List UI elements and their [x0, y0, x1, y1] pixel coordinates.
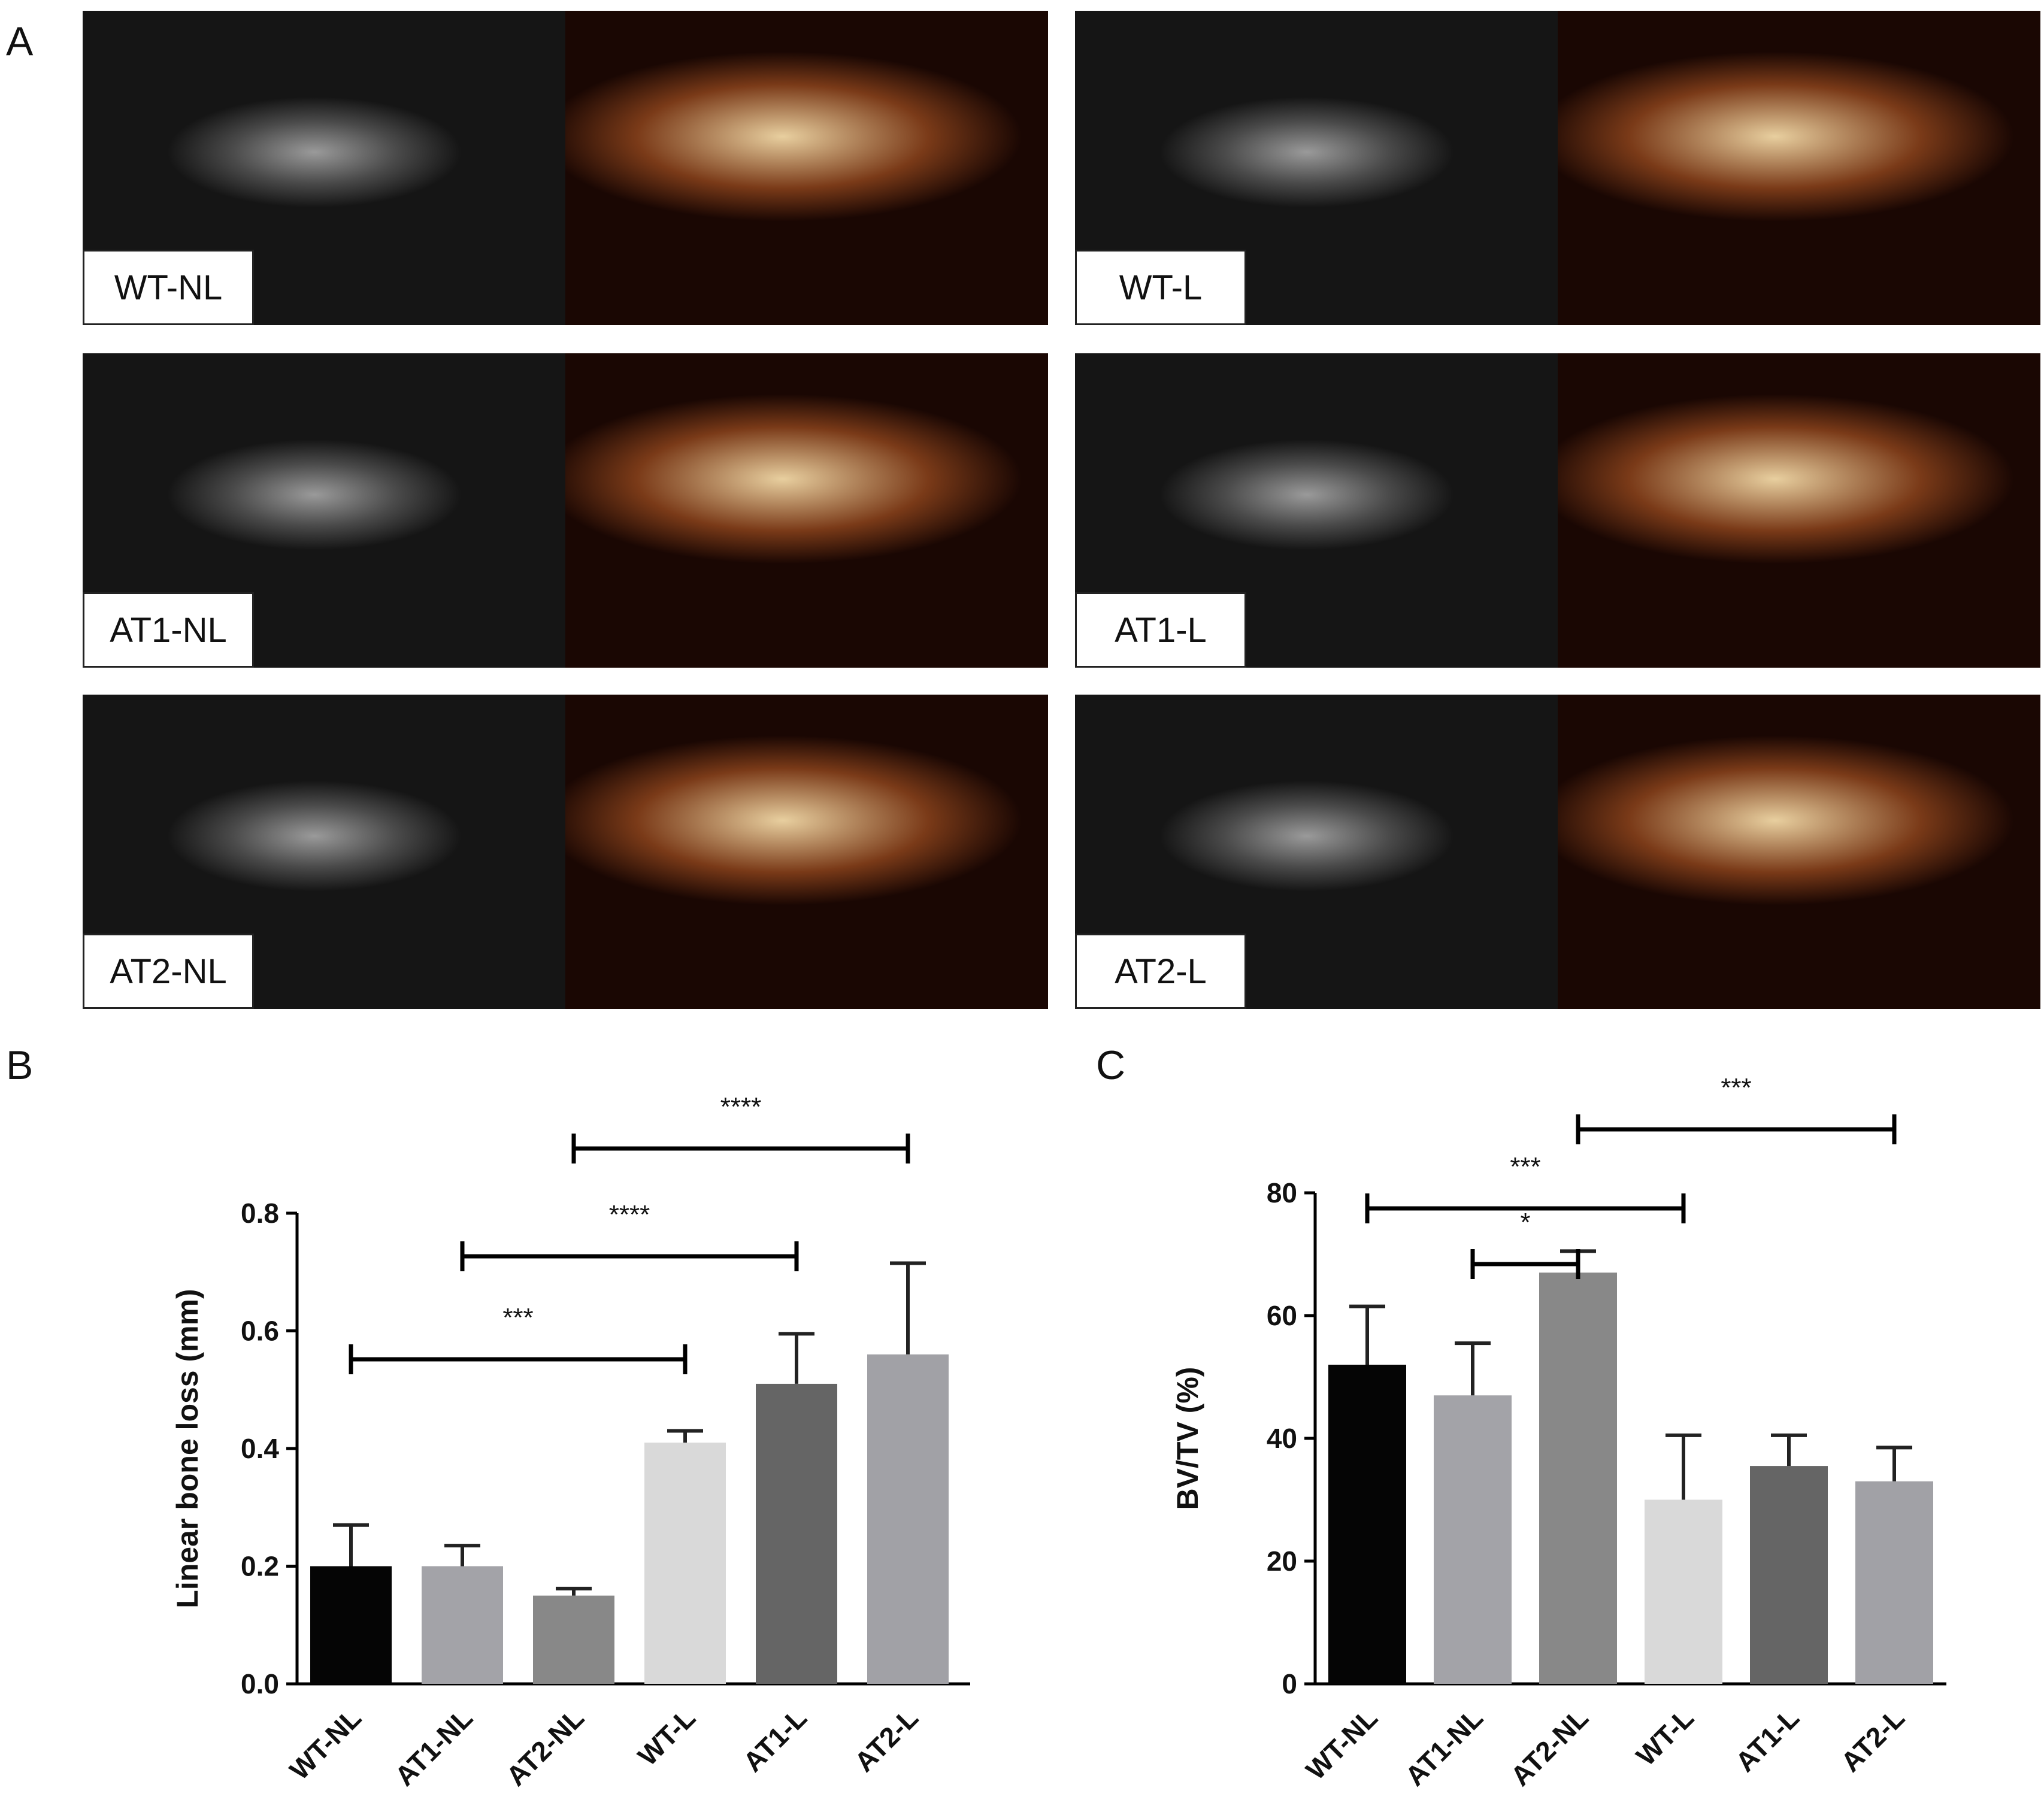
ct-slice-image [1075, 353, 1558, 668]
bar-at2-nl [1539, 1272, 1617, 1684]
x-tick-label-at1-nl: AT1-NL [389, 1702, 479, 1792]
y-tick-label: 40 [1267, 1423, 1297, 1454]
image-label-at1-l: AT1-L [1075, 592, 1246, 668]
y-tick-label: 80 [1267, 1177, 1297, 1208]
y-axis-label: BV/TV (%) [1171, 1367, 1204, 1510]
micro-ct-panel-wt-nl: WT-NL [83, 11, 1048, 325]
y-tick-label: 0 [1282, 1668, 1297, 1699]
panel-letter-a: A [6, 19, 34, 64]
y-tick-label: 0.2 [241, 1551, 279, 1582]
bar-at1-nl [422, 1566, 503, 1684]
y-tick-label: 0.0 [241, 1668, 279, 1699]
y-axis-label: Linear bone loss (mm) [171, 1289, 204, 1608]
x-tick-label-at2-nl: AT2-NL [500, 1702, 590, 1792]
ct-slice-image [83, 695, 565, 1009]
bar-at2-l [1855, 1481, 1933, 1684]
image-label-at1-nl: AT1-NL [83, 592, 254, 668]
panel-letter-c: C [1096, 1043, 1126, 1088]
micro-ct-panel-wt-l: WT-L [1075, 11, 2040, 325]
micro-ct-panel-at1-l: AT1-L [1075, 353, 2040, 668]
y-tick-label: 0.4 [241, 1433, 279, 1464]
panel-letter-b: B [6, 1043, 34, 1088]
x-tick-label-wt-l: WT-L [632, 1702, 701, 1771]
x-tick-label-at1-nl: AT1-NL [1399, 1702, 1489, 1792]
bar-wt-nl [1328, 1365, 1406, 1684]
x-tick-label-at1-l: AT1-L [1730, 1702, 1806, 1778]
bar-at1-l [1750, 1466, 1828, 1684]
y-tick-label: 20 [1267, 1546, 1297, 1577]
bv-tv-chart: 0 20 40 60 80 BV/TV (%) WT-NL AT1-NL AT2-NL WT-L A… [1171, 1073, 1946, 1792]
3d-render-image [1558, 695, 2040, 1009]
image-label-wt-l: WT-L [1075, 250, 1246, 325]
x-tick-label-at2-nl: AT2-NL [1504, 1702, 1594, 1792]
significance-label: **** [609, 1200, 650, 1229]
bar-at1-nl [1434, 1395, 1512, 1684]
bar-at2-nl [533, 1595, 614, 1684]
y-tick-label: 0.6 [241, 1316, 279, 1347]
bar-at2-l [867, 1354, 949, 1684]
significance-label: *** [1721, 1073, 1751, 1102]
image-label-wt-nl: WT-NL [83, 250, 254, 325]
x-tick-label-wt-nl: WT-NL [283, 1702, 367, 1786]
x-tick-label-at2-l: AT2-L [1835, 1702, 1911, 1778]
x-tick-label-wt-l: WT-L [1630, 1702, 1700, 1771]
bar-at1-l [756, 1383, 837, 1684]
3d-render-image [1558, 11, 2040, 325]
y-tick-label: 60 [1267, 1300, 1297, 1331]
significance-label: *** [502, 1303, 533, 1332]
significance-label: *** [1510, 1152, 1540, 1181]
micro-ct-panel-at1-nl: AT1-NL [83, 353, 1048, 668]
x-tick-label-at2-l: AT2-L [849, 1702, 925, 1778]
x-tick-label-wt-nl: WT-NL [1300, 1702, 1383, 1786]
linear-bone-loss-chart: 0.0 0.2 0.4 0.6 0.8 Linear bone loss (mm) WT-N… [171, 1092, 970, 1792]
ct-slice-image [83, 353, 565, 668]
x-tick-label-at1-l: AT1-L [737, 1702, 813, 1778]
significance-label: * [1520, 1208, 1530, 1237]
3d-render-image [1558, 353, 2040, 668]
micro-ct-panel-at2-l: AT2-L [1075, 695, 2040, 1009]
bar-wt-l [1645, 1499, 1722, 1684]
3d-render-image [565, 353, 1048, 668]
bar-wt-l [644, 1443, 726, 1684]
bar-wt-nl [310, 1566, 392, 1684]
3d-render-image [565, 695, 1048, 1009]
image-label-at2-l: AT2-L [1075, 934, 1246, 1009]
3d-render-image [565, 11, 1048, 325]
y-tick-label: 0.8 [241, 1198, 279, 1229]
image-label-at2-nl: AT2-NL [83, 934, 254, 1009]
micro-ct-panel-at2-nl: AT2-NL [83, 695, 1048, 1009]
significance-label: **** [720, 1092, 762, 1122]
